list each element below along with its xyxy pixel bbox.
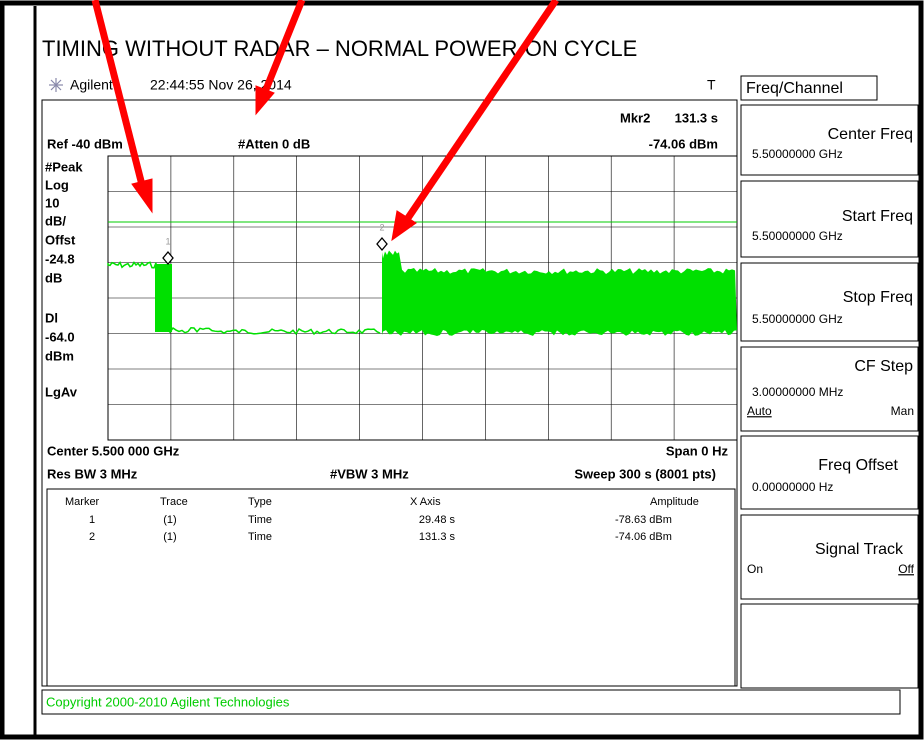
softkey-label: CF Step (854, 358, 913, 375)
table-cell: 131.3 s (419, 531, 456, 543)
scale-label: dB (45, 270, 62, 285)
attenuation: #Atten 0 dB (238, 136, 310, 151)
softkey-value: 3.00000000 MHz (752, 385, 843, 399)
scale-label: #Peak (45, 159, 83, 174)
softkey[interactable] (740, 262, 919, 342)
table-header: Amplitude (650, 496, 699, 508)
table-cell: 1 (89, 514, 95, 526)
table-cell: -78.63 dBm (615, 514, 672, 526)
table-cell: Time (248, 531, 272, 543)
softkey-label: Stop Freq (843, 289, 913, 306)
softkey-option[interactable]: Auto (747, 404, 772, 418)
trace-line (107, 260, 381, 336)
table-cell: 29.48 s (419, 514, 456, 526)
trace-band (382, 250, 737, 336)
rbw: Res BW 3 MHz (47, 466, 138, 481)
softkey-option[interactable]: Man (891, 404, 914, 418)
softkey-label: Signal Track (815, 541, 904, 558)
trace-drop (155, 264, 172, 332)
sweep: Sweep 300 s (8001 pts) (574, 466, 716, 481)
brand: Agilent (70, 77, 113, 93)
table-cell: 2 (89, 531, 95, 543)
table-cell: -74.06 dBm (615, 531, 672, 543)
annotation-arrows (91, 0, 559, 242)
softkey-value: 5.50000000 GHz (752, 147, 843, 161)
marker-label: Mkr2 (620, 110, 650, 125)
table-header: Marker (65, 496, 100, 508)
scale-label: Dl (45, 310, 58, 325)
scale-label: dB/ (45, 213, 66, 228)
logo-icon (49, 78, 63, 92)
softkey-value: 0.00000000 Hz (752, 480, 833, 494)
table-header: Type (248, 496, 272, 508)
table-cell: Time (248, 514, 272, 526)
vbw: #VBW 3 MHz (330, 466, 409, 481)
softkey[interactable] (740, 435, 919, 510)
scale-label: -24.8 (45, 251, 75, 266)
softkey-label: Start Freq (842, 208, 913, 225)
marker-x: 131.3 s (675, 110, 718, 125)
status-flag: T (707, 77, 716, 93)
softkey[interactable] (740, 346, 919, 432)
marker-number: 1 (165, 236, 170, 246)
span: Span 0 Hz (666, 443, 729, 458)
softkey-empty[interactable] (740, 603, 919, 689)
table-header: Trace (160, 496, 188, 508)
softkey[interactable] (740, 104, 919, 176)
softkey-value: 5.50000000 GHz (752, 312, 843, 326)
menu-title-box (740, 75, 878, 101)
scale-label: dBm (45, 348, 74, 363)
copyright-box (41, 689, 901, 715)
softkey[interactable] (740, 514, 919, 600)
table-header: X Axis (410, 496, 441, 508)
marker-table (46, 488, 736, 687)
trace (107, 250, 737, 336)
softkey-option[interactable]: On (747, 562, 763, 576)
center-freq: Center 5.500 000 GHz (47, 443, 180, 458)
scale-label: Offst (45, 232, 76, 247)
marker-diamond (162, 250, 174, 266)
scale-label: LgAv (45, 384, 78, 399)
marker-diamond (376, 236, 388, 252)
scale-label: -64.0 (45, 329, 75, 344)
softkey-label: Freq Offset (818, 457, 898, 474)
marker-amplitude: -74.06 dBm (649, 136, 718, 151)
softkey-label: Center Freq (828, 126, 913, 143)
scale-label: 10 (45, 195, 59, 210)
title: TIMING WITHOUT RADAR – NORMAL POWER-ON C… (42, 36, 637, 61)
copyright: Copyright 2000-2010 Agilent Technologies (46, 694, 290, 709)
softkey[interactable] (740, 180, 919, 258)
softkeys: Center Freq 5.50000000 GHz Start Freq 5.500… (740, 104, 919, 600)
softkey-value: 5.50000000 GHz (752, 229, 843, 243)
ref-level: Ref -40 dBm (47, 136, 123, 151)
scale-label: Log (45, 177, 69, 192)
softkey-option[interactable]: Off (898, 562, 914, 576)
marker-table-content: Marker Trace Type X Axis Amplitude 1 (1) Time 29… (65, 496, 699, 543)
table-cell: (1) (163, 531, 176, 543)
menu-title: Freq/Channel (746, 80, 843, 97)
marker-number: 2 (379, 222, 384, 232)
table-cell: (1) (163, 514, 176, 526)
